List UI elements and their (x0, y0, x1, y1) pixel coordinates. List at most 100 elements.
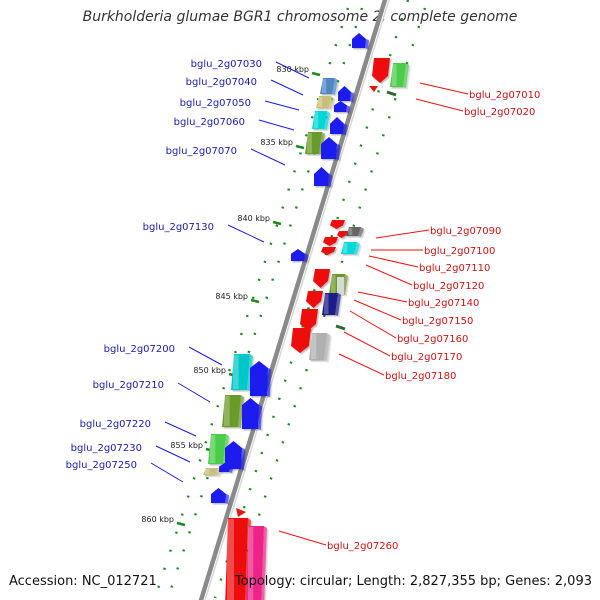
callout-line-bglu_2g07010 (419, 82, 469, 95)
forward-arrow-07030-body (338, 86, 351, 101)
forward-arrow-07250-body (211, 488, 226, 503)
gene-box-bglu_2g07210-shine (224, 396, 230, 426)
forward-arrow-07200-side (267, 368, 271, 397)
gene-label-bglu_2g07200: bglu_2g07200 (104, 344, 175, 355)
gene-box-bglu_2g07150 (322, 293, 341, 316)
gene-box-bglu_2g07250-shine (205, 469, 210, 474)
gene-box-07120-grey (337, 277, 344, 296)
forward-arrow-07230 (219, 463, 233, 473)
gene-box-bglu_2g07150-side (335, 293, 341, 316)
callout-line-bglu_2g07090 (375, 229, 430, 239)
callout-line-bglu_2g07250 (150, 462, 184, 483)
callout-line-bglu_2g07050 (264, 100, 300, 111)
gene-box-bglu_2g07260-side (261, 526, 267, 600)
forward-arrow-07040 (334, 101, 350, 113)
gene-label-bglu_2g07230: bglu_2g07230 (71, 443, 142, 454)
gene-box-bglu_2g07030 (320, 78, 338, 95)
gene-box-bglu_2g07030-side (332, 78, 338, 95)
gene-box-bglu_2g07090-shine (348, 228, 353, 235)
callout-line-bglu_2g07120 (365, 264, 413, 286)
reverse-dash-07020 (386, 90, 397, 97)
gene-label-bglu_2g07130: bglu_2g07130 (143, 222, 214, 233)
reverse-arrow-07160-body (300, 309, 318, 331)
gene-box-bglu_2g07120-shine (331, 275, 336, 293)
gene-label-bglu_2g07120: bglu_2g07120 (413, 281, 484, 292)
gene-label-bglu_2g07140: bglu_2g07140 (408, 298, 479, 309)
forward-arrow-top (352, 33, 369, 49)
gene-box-bglu_2g07050 (312, 111, 330, 130)
gene-labels: bglu_2g07030bglu_2g07040bglu_2g07050bglu… (66, 59, 541, 552)
scale-tick-label: 830 kbp (276, 65, 309, 74)
forward-arrow-07030-side (350, 92, 354, 102)
reverse-arrow-07110-body (321, 247, 336, 255)
forward-arrow-07210-body (242, 398, 259, 429)
gene-box-bglu_2g07010-side (403, 63, 409, 88)
forward-arrow-07040-side (346, 105, 350, 113)
gene-label-bglu_2g07260: bglu_2g07260 (327, 541, 398, 552)
gene-box-bglu_2g07200 (231, 354, 253, 391)
gene-box-bglu_2g07040 (316, 96, 334, 109)
gene-label-bglu_2g07030: bglu_2g07030 (191, 59, 262, 70)
gene-box-bglu_2g07150-shine (324, 294, 329, 314)
gene-box-bglu_2g07100 (341, 242, 360, 255)
reverse-arrow-07120 (313, 269, 330, 288)
gene-glyphs (203, 33, 409, 600)
callout-line-bglu_2g07210 (177, 382, 211, 403)
gene-box-bglu_2g07220-shine (210, 435, 216, 463)
forward-arrow-07210-side (258, 405, 262, 430)
accession-text: Accession: NC_012721 (9, 574, 157, 589)
gene-box-bglu_2g07030-shine (322, 79, 327, 93)
gene-label-bglu_2g07150: bglu_2g07150 (402, 316, 473, 327)
reverse-arrow-07140 (306, 291, 323, 308)
forward-arrow-bglu_2g07070-body (314, 167, 329, 186)
reverse-arrow-07110 (321, 247, 336, 255)
gene-label-bglu_2g07040: bglu_2g07040 (186, 77, 257, 88)
gene-box-bglu_2g07100-shine (343, 243, 348, 253)
reverse-marker-07010 (369, 86, 378, 92)
forward-arrow-07040-body (334, 101, 347, 112)
scale-tick-mark (176, 521, 186, 527)
forward-arrow-bglu_2g07130 (291, 249, 308, 262)
forward-arrow-07050 (330, 117, 347, 135)
reverse-arrow-07010 (372, 58, 390, 83)
callout-line-bglu_2g07150 (353, 299, 402, 321)
map-title: Burkholderia glumae BGR1 chromosome 2, c… (82, 9, 518, 25)
gene-label-bglu_2g07180: bglu_2g07180 (385, 371, 456, 382)
forward-arrow-07200 (250, 361, 271, 397)
callout-line-bglu_2g07070 (250, 148, 286, 166)
reverse-arrow-07090b-body (337, 231, 348, 238)
callout-line-bglu_2g07180 (338, 353, 385, 376)
gene-label-bglu_2g07060: bglu_2g07060 (174, 117, 245, 128)
callout-line-bglu_2g07220 (164, 421, 197, 437)
gene-label-bglu_2g07010: bglu_2g07010 (469, 90, 540, 101)
gene-box-bglu_2g07090-side (358, 227, 364, 237)
scale-tick-label: 845 kbp (215, 292, 248, 301)
callout-line-bglu_2g07200 (188, 346, 223, 366)
reverse-arrow-07090a-body (330, 220, 345, 229)
forward-arrow-bglu_2g07130-body (291, 249, 305, 261)
grid-arcs (153, 0, 427, 599)
reverse-arrow-07100-body (323, 237, 338, 246)
gene-label-bglu_2g07100: bglu_2g07100 (424, 246, 495, 257)
scale-tick-mark (295, 144, 305, 150)
gene-box-bglu_2g07050-side (324, 111, 330, 130)
gene-box-bglu_2g07060-shine (307, 133, 312, 153)
reverse-arrow-07160 (300, 309, 318, 331)
forward-arrow-07250-side (225, 494, 229, 504)
callout-line-bglu_2g07020 (415, 98, 464, 112)
callout-line-bglu_2g07130 (227, 224, 265, 243)
gene-box-bglu_2g07170-shine (311, 334, 317, 359)
gene-label-bglu_2g07210: bglu_2g07210 (93, 380, 164, 391)
forward-arrow-07050-side (343, 123, 347, 135)
gene-label-bglu_2g07090: bglu_2g07090 (430, 226, 501, 237)
forward-arrow-07220-side (241, 448, 245, 470)
gene-box-bglu_2g07170-side (324, 333, 330, 361)
gene-box-bglu_2g07200-shine (233, 355, 239, 389)
reverse-arrow-07090a (330, 220, 345, 229)
gene-box-bglu_2g07260 (246, 526, 267, 600)
gene-box-bglu_2g07010 (390, 63, 409, 88)
callout-line-bglu_2g07040 (270, 79, 304, 96)
reverse-arrow-07170 (291, 328, 311, 353)
forward-arrow-07060-side (336, 144, 340, 160)
